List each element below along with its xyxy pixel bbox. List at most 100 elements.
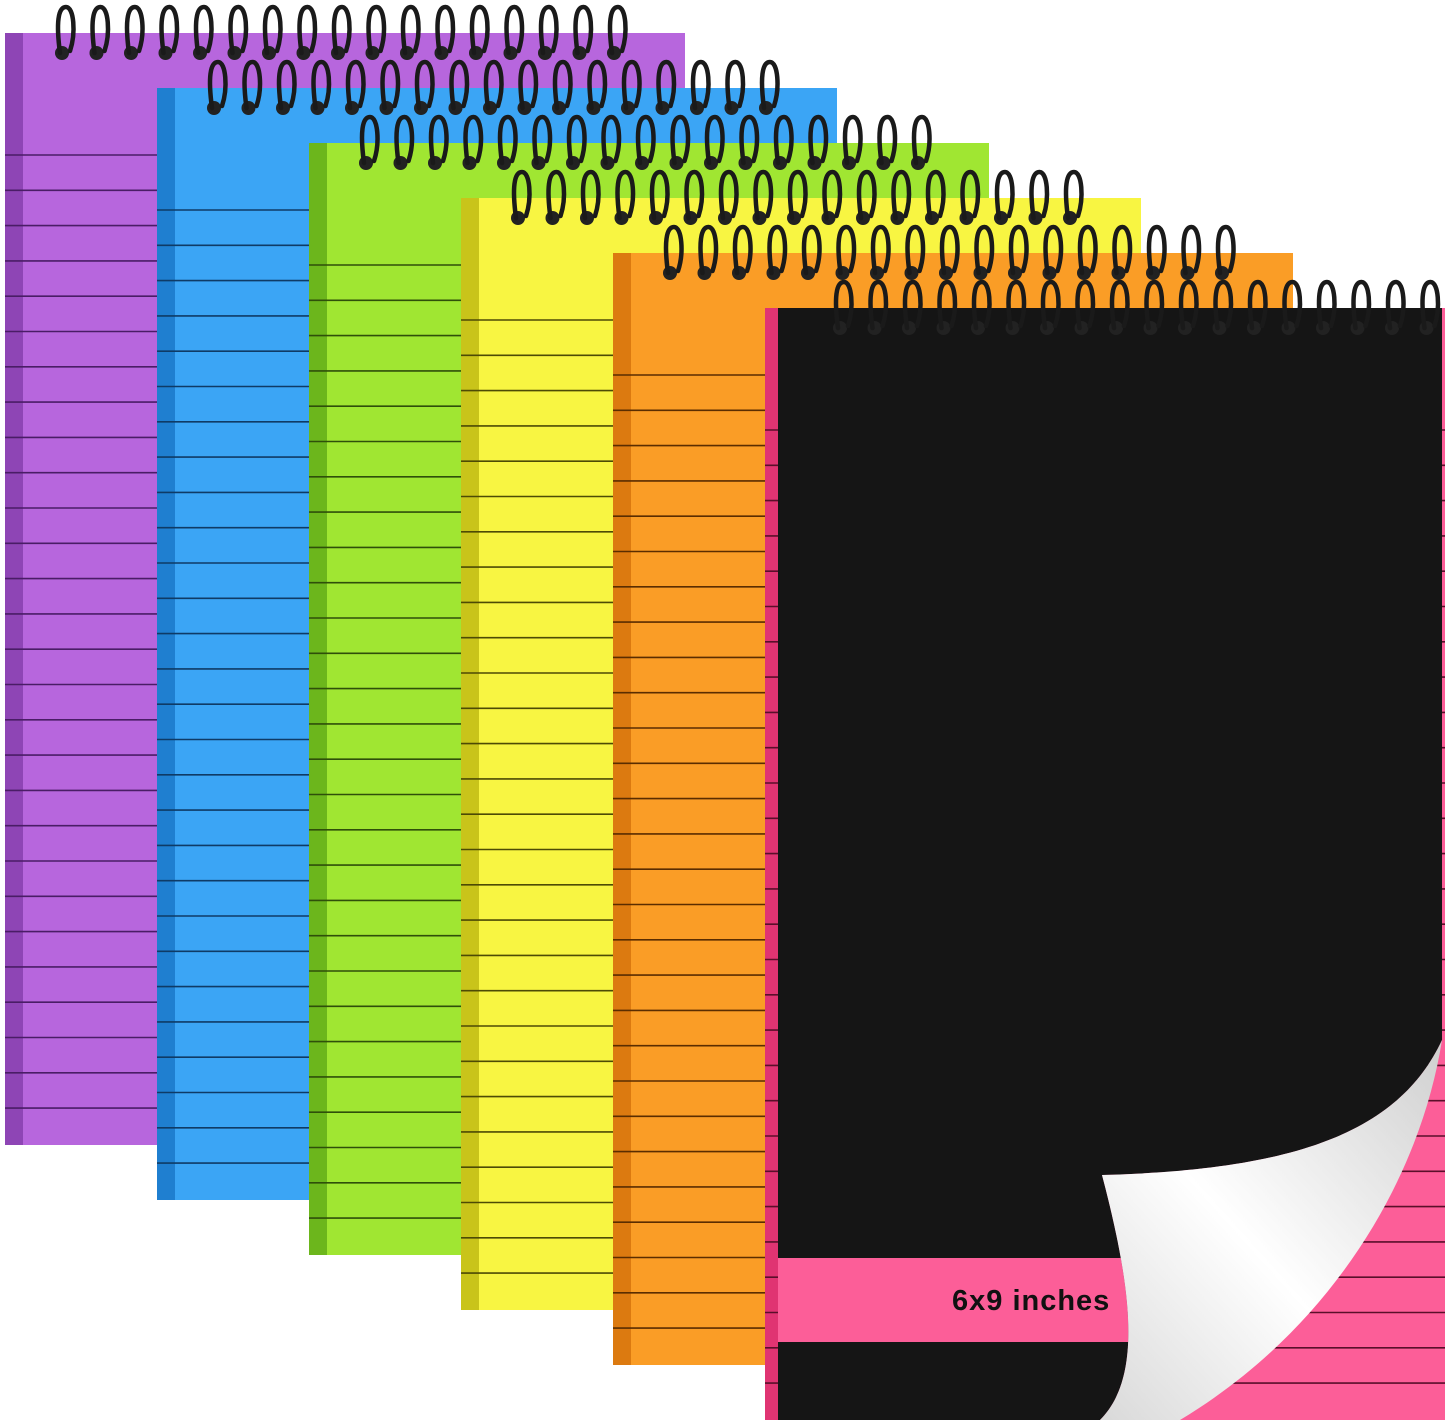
spiral-coil [331,4,352,56]
spiral-coil [615,169,636,221]
spiral-coil [1109,279,1130,331]
notebook-edge [309,143,327,1255]
spiral-coil [276,59,297,111]
spiral-coil [1006,279,1027,331]
spiral-coil [483,59,504,111]
spiral-coil [90,4,111,56]
spiral-coil [297,4,318,56]
spiral-coil [124,4,145,56]
spiral-coil [842,114,863,166]
spiral-coil [663,224,684,276]
spiral-coil [573,4,594,56]
spiral-coil [1040,279,1061,331]
spiral-coil [1351,279,1372,331]
spiral-coil [497,114,518,166]
spiral-coil [787,169,808,221]
spiral-coil [207,59,228,111]
spiral-coil [262,4,283,56]
spiral-coil [905,224,926,276]
spiral-coil [902,279,923,331]
spiral-coil [1043,224,1064,276]
spiral-coil [580,169,601,221]
notebook-edge [613,253,631,1365]
spiral-coil [974,224,995,276]
spiral-coil [566,114,587,166]
spiral-binding [359,114,932,170]
spiral-coil [971,279,992,331]
spiral-coil [718,169,739,221]
cover-panel [778,308,1442,1420]
spiral-coil [1008,224,1029,276]
spiral-coil [532,114,553,166]
spiral-coil [380,59,401,111]
black-cover: 6x9 inches [778,308,1442,1420]
spiral-binding [663,224,1236,280]
spiral-coil [704,114,725,166]
spiral-coil [1029,169,1050,221]
spiral-coil [1181,224,1202,276]
spiral-coil [359,114,380,166]
spiral-binding [207,59,780,115]
spiral-coil [311,59,332,111]
spiral-coil [511,169,532,221]
spiral-coil [649,169,670,221]
notebook-edge [461,198,479,1310]
spiral-coil [656,59,677,111]
spiral-coil [801,224,822,276]
spiral-coil [1215,224,1236,276]
spiral-coil [159,4,180,56]
spiral-coil [469,4,490,56]
spiral-coil [635,114,656,166]
spiral-coil [759,59,780,111]
size-label: 6x9 inches [952,1285,1110,1317]
spiral-coil [538,4,559,56]
spiral-coil [939,224,960,276]
spiral-coil [891,169,912,221]
spiral-coil [836,224,857,276]
spiral-coil [1146,224,1167,276]
spiral-coil [937,279,958,331]
spiral-coil [1063,169,1084,221]
spiral-coil [1178,279,1199,331]
spiral-coil [753,169,774,221]
notebook-edge [157,88,175,1200]
spiral-coil [1385,279,1406,331]
spiral-coil [587,59,608,111]
spiral-coil [414,59,435,111]
spiral-coil [739,114,760,166]
spiral-binding [833,279,1441,335]
spiral-coil [1112,224,1133,276]
spiral-coil [394,114,415,166]
spiral-coil [449,59,470,111]
spiral-coil [621,59,642,111]
spiral-binding [55,4,628,60]
spiral-coil [552,59,573,111]
spiral-coil [698,224,719,276]
spiral-coil [994,169,1015,221]
spiral-coil [767,224,788,276]
spiral-coil [1077,224,1098,276]
spiral-coil [1247,279,1268,331]
spiral-binding [511,169,1084,225]
spiral-coil [55,4,76,56]
spiral-coil [822,169,843,221]
spiral-coil [868,279,889,331]
spiral-coil [1144,279,1165,331]
spiral-coil [228,4,249,56]
spiral-coil [400,4,421,56]
spiral-coil [546,169,567,221]
spiral-coil [670,114,691,166]
spiral-coil [518,59,539,111]
page-curl [1100,1040,1442,1420]
spiral-coil [463,114,484,166]
spiral-coil [345,59,366,111]
spiral-coil [1282,279,1303,331]
spiral-coil [1075,279,1096,331]
spiral-coil [684,169,705,221]
spiral-coil [833,279,854,331]
spiral-coil [870,224,891,276]
notebook-edge [5,33,23,1145]
spiral-coil [773,114,794,166]
